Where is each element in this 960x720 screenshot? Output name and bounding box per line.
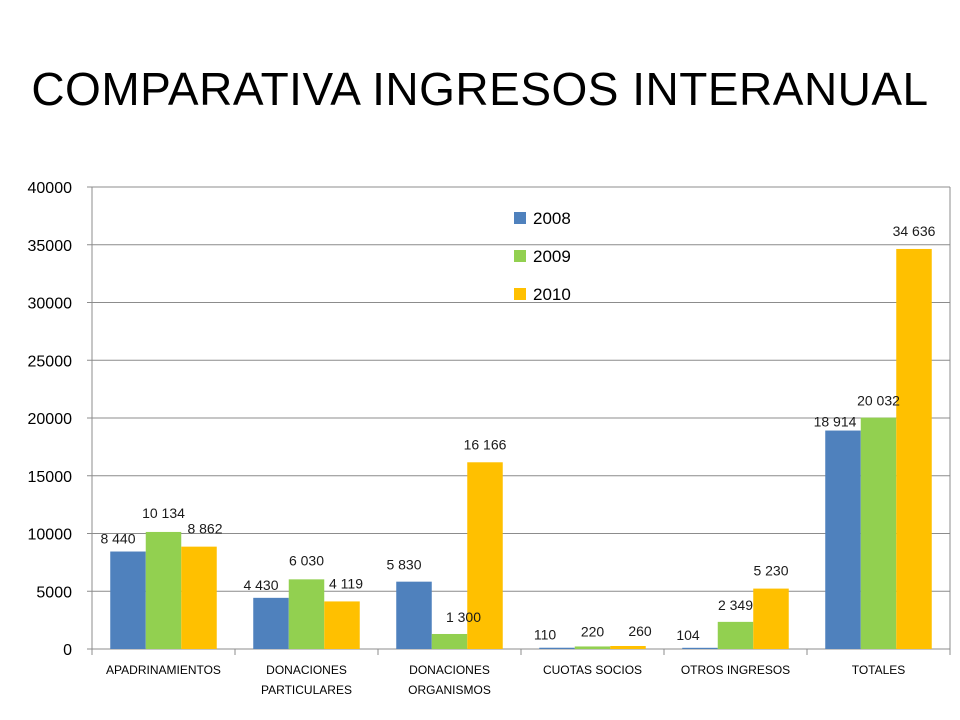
data-label: 18 914 xyxy=(814,414,857,430)
y-tick-label: 35000 xyxy=(28,238,73,255)
data-label: 104 xyxy=(676,627,700,643)
y-tick-label: 20000 xyxy=(28,411,73,428)
legend-label: 2009 xyxy=(533,247,571,266)
data-labels: 8 440 4 430 5 830 110 104 18 914 10 134 6 030 1 … xyxy=(100,223,935,643)
data-label: 5 230 xyxy=(753,563,788,579)
bar-2008 xyxy=(825,430,861,649)
bar-2010 xyxy=(324,601,360,649)
legend-swatch xyxy=(514,288,526,300)
y-tick-label: 10000 xyxy=(28,527,73,544)
data-label: 260 xyxy=(628,623,652,639)
y-tick-label: 30000 xyxy=(28,296,73,313)
bar-2009 xyxy=(574,646,611,649)
x-category-label: OTROS INGRESOS xyxy=(681,663,790,677)
x-category-label: CUOTAS SOCIOS xyxy=(543,663,642,677)
data-label: 4 119 xyxy=(329,575,363,591)
y-tick-label: 15000 xyxy=(28,469,73,486)
data-label: 34 636 xyxy=(893,223,936,239)
data-label: 8 440 xyxy=(100,531,135,547)
bar-2008 xyxy=(110,551,146,649)
bar-2010 xyxy=(181,546,217,649)
bar-2010 xyxy=(610,645,646,649)
bars xyxy=(110,248,932,649)
page-title: COMPARATIVA INGRESOS INTERANUAL xyxy=(31,63,929,115)
legend-swatch xyxy=(514,250,526,262)
data-label: 2 349 xyxy=(718,597,753,613)
data-label: 16 166 xyxy=(464,436,507,452)
bar-2009 xyxy=(288,579,325,649)
data-label: 220 xyxy=(581,623,605,639)
axes: 0 5000 10000 15000 20000 25000 30000 35000 40000… xyxy=(28,180,951,697)
data-label: 20 032 xyxy=(857,393,900,409)
bar-2009 xyxy=(860,417,897,649)
y-tick-label: 40000 xyxy=(28,180,73,197)
data-label: 110 xyxy=(534,627,557,643)
data-label: 4 430 xyxy=(243,577,278,593)
bar-2009 xyxy=(431,633,468,649)
bar-2008 xyxy=(539,647,575,649)
legend-label: 2010 xyxy=(533,285,571,304)
legend-swatch xyxy=(514,212,526,224)
y-tick-label: 5000 xyxy=(36,584,72,601)
x-category-label: DONACIONES xyxy=(266,663,347,677)
x-category-label: APADRINAMIENTOS xyxy=(106,663,221,677)
data-label: 5 830 xyxy=(386,557,421,573)
data-label: 6 030 xyxy=(289,552,324,568)
bar-2008 xyxy=(682,647,718,649)
bar-2009 xyxy=(145,531,182,649)
y-tick-label: 0 xyxy=(63,642,72,659)
bar-2008 xyxy=(253,597,289,649)
legend-label: 2008 xyxy=(533,209,571,228)
x-category-label: PARTICULARES xyxy=(261,683,352,697)
y-tick-label: 25000 xyxy=(28,353,73,370)
bar-2010 xyxy=(753,588,789,649)
bar-2008 xyxy=(396,581,432,649)
x-category-label: TOTALES xyxy=(852,663,906,677)
x-category-label: DONACIONES xyxy=(409,663,490,677)
bar-2010 xyxy=(896,248,932,649)
data-label: 8 862 xyxy=(187,521,222,537)
x-category-label: ORGANISMOS xyxy=(408,683,491,697)
bar-2009 xyxy=(717,621,754,649)
legend: 2008 2009 2010 xyxy=(514,209,571,304)
data-label: 10 134 xyxy=(142,505,185,521)
bar-2010 xyxy=(467,462,503,649)
data-label: 1 300 xyxy=(446,609,481,625)
